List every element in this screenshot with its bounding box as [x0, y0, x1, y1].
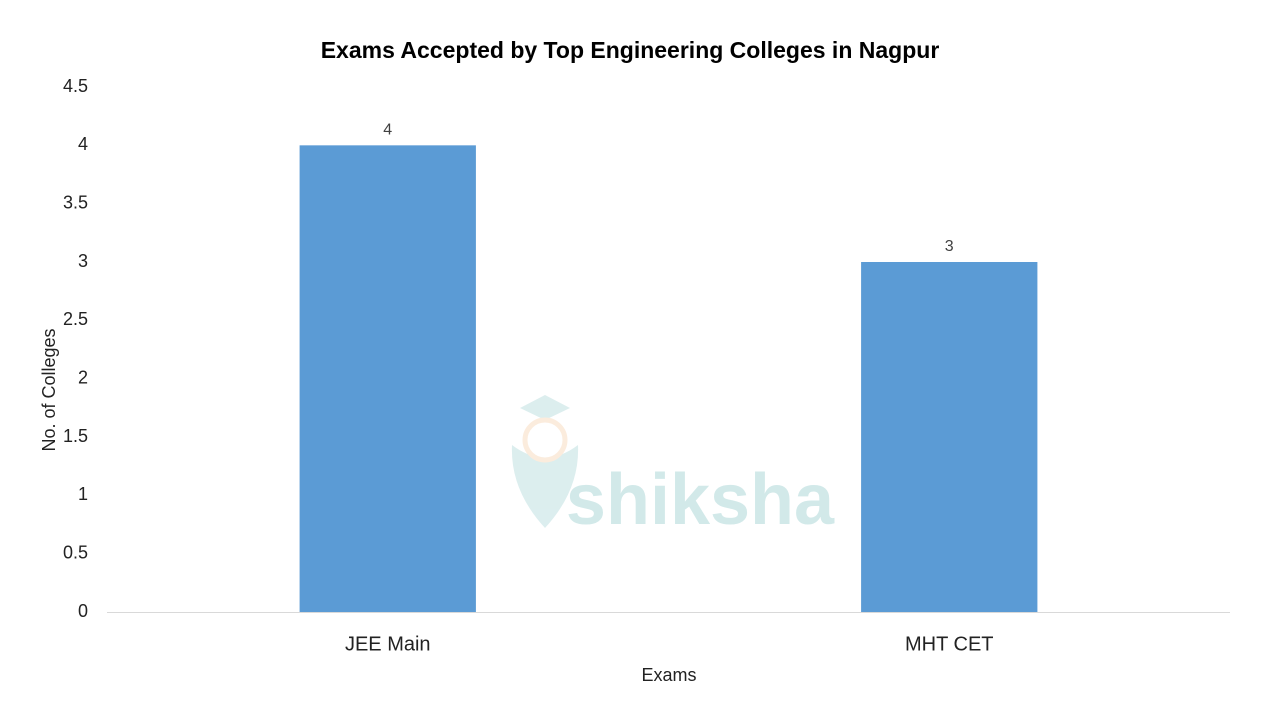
y-axis-label: No. of Colleges [39, 328, 59, 451]
watermark-logo [511, 395, 579, 528]
y-tick-label: 2.5 [63, 309, 88, 329]
bar [299, 145, 476, 613]
logo-shape [511, 445, 579, 528]
y-tick-label: 0 [78, 601, 88, 621]
y-tick-label: 1 [78, 484, 88, 504]
logo-cap [520, 395, 570, 420]
y-tick-label: 2 [78, 367, 88, 387]
x-tick-label: MHT CET [905, 633, 994, 655]
logo-ring [522, 417, 568, 463]
y-tick-label: 4.5 [63, 76, 88, 96]
bar [861, 262, 1038, 612]
x-tick-label: JEE Main [345, 633, 431, 655]
watermark: shiksha [566, 460, 835, 540]
y-tick-label: 3 [78, 251, 88, 271]
y-tick-label: 4 [78, 134, 88, 154]
x-axis-label: Exams [641, 665, 696, 685]
y-tick-label: 3.5 [63, 192, 88, 212]
y-tick-label: 1.5 [63, 426, 88, 446]
chart-title: Exams Accepted by Top Engineering Colleg… [321, 37, 940, 63]
data-label: 3 [945, 238, 954, 255]
y-tick-label: 0.5 [63, 542, 88, 562]
data-label: 4 [383, 122, 392, 139]
